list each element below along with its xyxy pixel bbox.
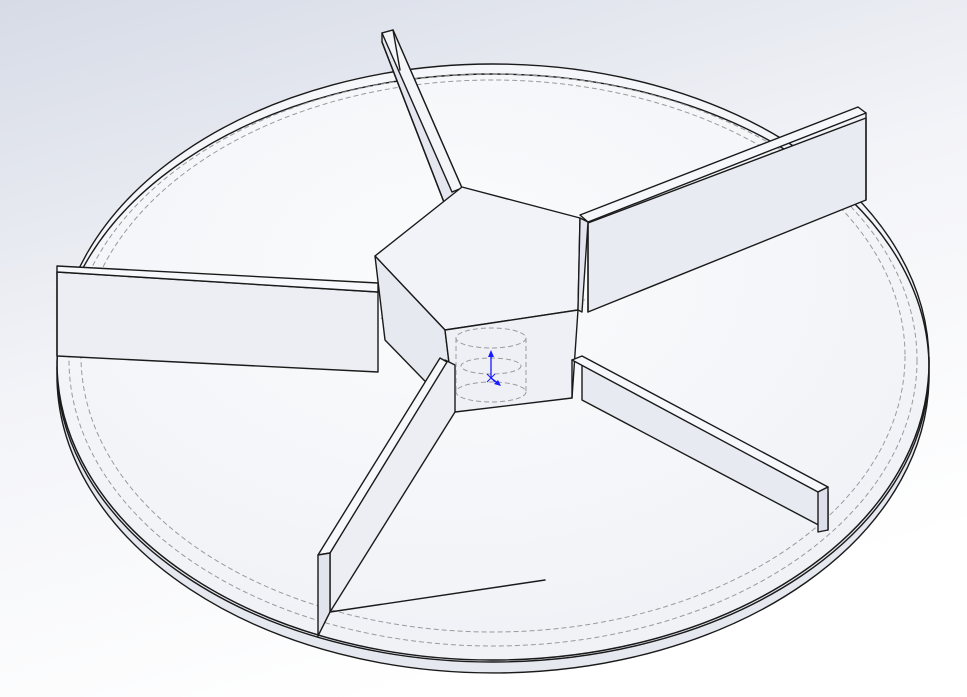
blade-front-right-end bbox=[817, 486, 829, 533]
blade-left-top bbox=[56, 265, 379, 293]
coordinate-origin-icon bbox=[486, 350, 501, 386]
hub-right-side bbox=[577, 217, 589, 313]
blade-front-right[interactable] bbox=[571, 355, 829, 533]
blade-right[interactable] bbox=[579, 106, 867, 313]
blade-front-left[interactable] bbox=[317, 357, 546, 637]
disc-hidden-outline bbox=[68, 73, 918, 647]
blade-left[interactable] bbox=[56, 265, 379, 373]
